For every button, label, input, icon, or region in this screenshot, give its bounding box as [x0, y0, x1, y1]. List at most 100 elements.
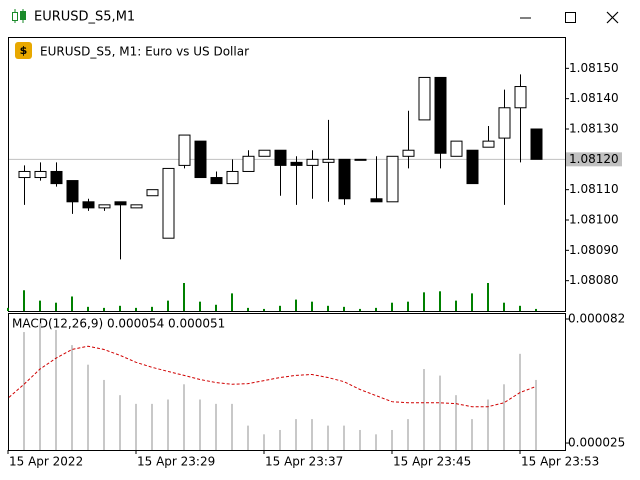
maximize-button[interactable] [565, 12, 576, 23]
macd-panel [8, 313, 566, 451]
y-tick-label: 1.08080 [569, 273, 619, 287]
macd-bar [55, 329, 57, 450]
candle-body [226, 170, 239, 185]
candle-body [450, 140, 463, 157]
macd-bar [183, 384, 185, 450]
macd-bar [311, 419, 313, 450]
macd-bar [279, 429, 281, 450]
macd-bar [39, 323, 41, 450]
volume-bar [87, 306, 89, 311]
volume-bar [391, 302, 393, 311]
macd-bar [135, 403, 137, 450]
macd-bar [375, 434, 377, 450]
chart-title: EURUSD_S5, M1: Euro vs US Dollar [40, 45, 249, 59]
macd-bar [391, 429, 393, 450]
volume-bar [39, 300, 41, 311]
candle-body [162, 167, 175, 239]
x-tick-label: 15 Apr 2022 [9, 455, 83, 469]
x-tick-label: 15 Apr 23:29 [137, 455, 215, 469]
volume-bar [295, 299, 297, 311]
macd-bar [423, 369, 425, 450]
macd-bar [407, 419, 409, 450]
candle-body [306, 158, 319, 166]
close-button[interactable] [606, 11, 619, 24]
volume-bar [311, 301, 313, 311]
app-icon [12, 9, 26, 23]
volume-bar [71, 296, 73, 311]
main-panel [8, 37, 566, 312]
y-tick-label: 1.08100 [569, 213, 619, 227]
macd-bar [455, 395, 457, 450]
y-tick-label: 1.08090 [569, 243, 619, 257]
volume-bar [7, 307, 9, 311]
volume-bar [103, 307, 105, 311]
y-tick-label: 1.08130 [569, 122, 619, 136]
macd-bar [439, 375, 441, 450]
macd-bar [487, 399, 489, 450]
candle-body [354, 158, 367, 161]
macd-bar [359, 429, 361, 450]
volume-bar [375, 307, 377, 311]
volume-bar [343, 306, 345, 311]
candle-body [130, 204, 143, 209]
candle-body [386, 155, 399, 203]
volume-bar [407, 301, 409, 311]
macd-bar [215, 403, 217, 450]
volume-bar [519, 305, 521, 311]
candle-body [290, 161, 303, 166]
y-tick-label: 1.08150 [569, 61, 619, 75]
macd-bar [103, 379, 105, 450]
candle-body [178, 134, 191, 166]
macd-bar [535, 379, 537, 450]
volume-bar [119, 305, 121, 311]
macd-bar [199, 399, 201, 450]
volume-bar [279, 305, 281, 311]
volume-bar [455, 300, 457, 311]
candle-body [482, 140, 495, 148]
candle-body [322, 158, 335, 163]
window-title: EURUSD_S5,M1 [34, 10, 135, 25]
candle-body [114, 201, 127, 206]
volume-bar [215, 304, 217, 311]
symbol-icon: $ [15, 42, 32, 59]
macd-bar [231, 403, 233, 450]
candle-body [210, 177, 223, 185]
volume-bar [55, 302, 57, 311]
volume-bar [327, 305, 329, 311]
candle-body [370, 198, 383, 203]
macd-bar [263, 434, 265, 450]
volume-bar [151, 306, 153, 311]
volume-bar [167, 300, 169, 311]
candle-body [498, 107, 511, 139]
candle-body [258, 149, 271, 157]
volume-bar [359, 308, 361, 311]
volume-bar [231, 293, 233, 311]
candle-body [242, 155, 255, 172]
price-label: 1.08120 [569, 152, 619, 166]
volume-bar [183, 283, 185, 311]
macd-bar [151, 403, 153, 450]
candle-body [434, 76, 447, 154]
volume-bar [503, 302, 505, 311]
candle-body [34, 170, 47, 179]
volume-bar [23, 290, 25, 311]
signal-line [8, 345, 537, 408]
candle-body [66, 180, 79, 203]
macd-bar [23, 332, 25, 450]
y-tick-label: 1.08110 [569, 182, 619, 196]
candle-body [194, 140, 207, 179]
macd-bar [247, 425, 249, 450]
volume-bar [471, 293, 473, 311]
macd-bar [87, 364, 89, 450]
candle-body [530, 128, 543, 160]
volume-bar [199, 301, 201, 311]
price-label-box [566, 152, 622, 167]
candle-body [50, 170, 63, 185]
candle-body [146, 189, 159, 197]
x-tick-label: 15 Apr 23:45 [393, 455, 471, 469]
x-tick-label: 15 Apr 23:53 [521, 455, 599, 469]
volume-bar [247, 307, 249, 311]
volume-bar [487, 283, 489, 311]
x-tick-label: 15 Apr 23:37 [265, 455, 343, 469]
